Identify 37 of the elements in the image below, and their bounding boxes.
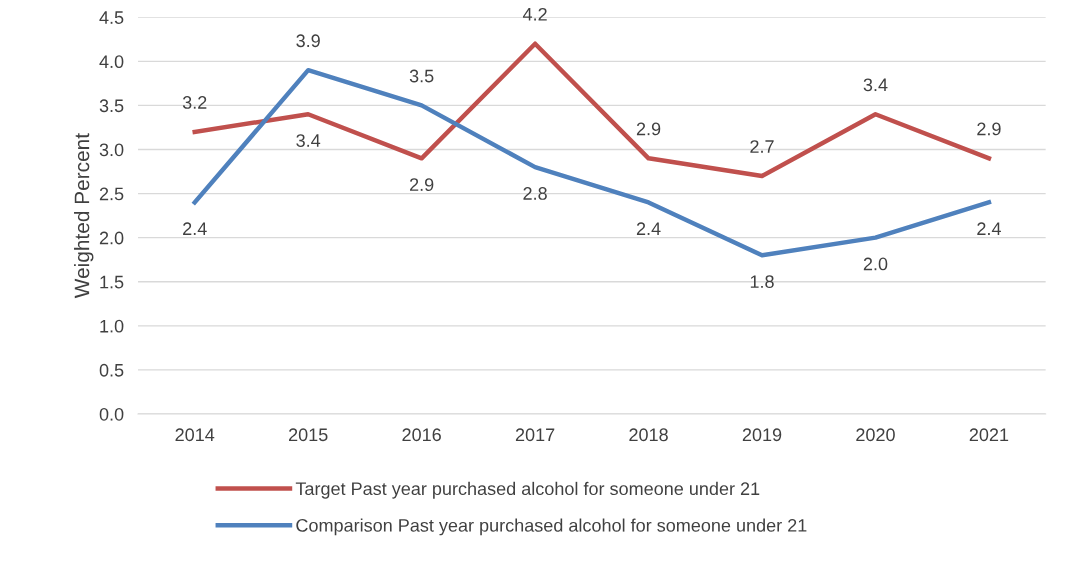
x-tick-label: 2018 xyxy=(629,428,668,442)
data-label: 3.9 xyxy=(296,34,320,48)
data-label: 4.2 xyxy=(522,7,547,21)
text: 0.5 xyxy=(99,363,124,377)
data-label: 2.4 xyxy=(977,222,1001,235)
legend-label: Target Past year purchased alcohol for someone under 21 xyxy=(295,481,760,499)
data-label: 2.9 xyxy=(636,122,661,136)
text: 1.5 xyxy=(100,275,124,289)
data-label: 2.4 xyxy=(636,222,661,235)
text: 2.5 xyxy=(99,187,124,201)
data-label: 3.4 xyxy=(296,134,321,147)
text: 4.5 xyxy=(99,11,124,24)
data-label: 2.7 xyxy=(750,140,774,153)
data-label: 2.8 xyxy=(523,187,547,200)
text: 2.0 xyxy=(99,231,124,245)
x-tick-label: 2020 xyxy=(856,428,895,442)
data-label: 3.4 xyxy=(863,78,888,92)
data-label: 2.4 xyxy=(183,222,207,235)
data-label: 1.8 xyxy=(750,275,774,289)
text: 4.0 xyxy=(99,55,124,69)
x-tick-label: 2017 xyxy=(515,428,555,442)
text: 3.5 xyxy=(99,99,124,113)
y-axis-title: Weighted Percent xyxy=(74,133,94,299)
x-tick-label: 2015 xyxy=(289,428,328,442)
x-tick-label: 2019 xyxy=(742,428,782,442)
data-label: 3.5 xyxy=(409,69,434,83)
data-label: 2.9 xyxy=(409,178,434,192)
text: 0.0 xyxy=(99,407,124,421)
data-label: 2.0 xyxy=(863,257,888,271)
data-label: 3.2 xyxy=(182,96,207,109)
x-tick-label: 2021 xyxy=(969,428,1009,442)
x-tick-label: 2016 xyxy=(402,428,441,442)
text: 3.0 xyxy=(99,143,124,157)
text: 1.0 xyxy=(100,319,124,333)
legend-label: Comparison Past year purchased alcohol for someone under 21 xyxy=(296,518,807,536)
data-label: 2.9 xyxy=(977,122,1001,136)
x-tick-label: 2014 xyxy=(175,428,215,442)
